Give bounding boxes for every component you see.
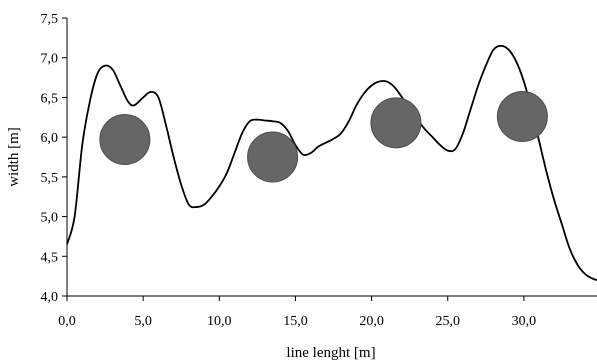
circle-marker [496, 90, 548, 142]
circle-marker [99, 114, 151, 166]
x-tick-label: 10,0 [207, 314, 232, 329]
y-tick-label: 5,0 [41, 211, 59, 226]
data-series [66, 44, 597, 281]
tick-labels: 4,0 4,5 5,0 5,5 6,0 6,5 7,0 7,5 0,0 5,0 10,0 15,0 20… [41, 12, 537, 329]
x-tick-label: 0,0 [58, 314, 76, 329]
y-tick-label: 7,5 [41, 12, 59, 27]
y-tick-label: 6,0 [41, 131, 59, 146]
circle-marker [370, 97, 422, 149]
y-tick-label: 4,5 [41, 250, 59, 265]
y-tick-label: 7,0 [41, 52, 59, 67]
chart-axes [62, 17, 597, 301]
x-tick-label: 30,0 [512, 314, 537, 329]
circle-markers [99, 90, 548, 183]
y-tick-label: 6,5 [41, 91, 59, 106]
x-tick-label: 15,0 [283, 314, 308, 329]
y-tick-label: 4,0 [41, 290, 59, 305]
x-tick-label: 20,0 [359, 314, 384, 329]
x-axis-label: line lenght [m] [286, 345, 375, 361]
y-tick-label: 5,5 [41, 171, 59, 186]
y-axis-label: width [m] [6, 127, 22, 187]
width-profile-line [66, 44, 597, 281]
x-tick-label: 25,0 [435, 314, 460, 329]
x-tick-label: 5,0 [134, 314, 152, 329]
circle-marker [247, 131, 299, 183]
